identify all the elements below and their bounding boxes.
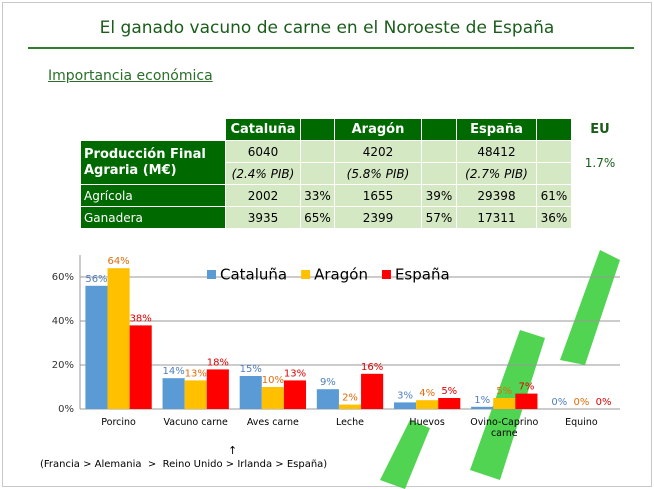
- bar: [493, 398, 516, 409]
- bar: [129, 325, 152, 409]
- value-label: 5%: [496, 386, 512, 397]
- value-label: 5%: [441, 386, 457, 397]
- value-label: 64%: [107, 256, 129, 267]
- bar: [361, 373, 384, 409]
- bar: [471, 406, 494, 409]
- bar: [393, 402, 417, 409]
- cell: [536, 162, 572, 185]
- cell: [536, 140, 572, 163]
- value-label: 16%: [361, 362, 383, 373]
- cell: 4202: [334, 140, 422, 163]
- bar: [85, 285, 108, 409]
- cell: 3935: [225, 206, 301, 229]
- cell: 36%: [536, 206, 572, 229]
- bar: [416, 400, 439, 409]
- bar: [283, 380, 307, 409]
- bar: [261, 387, 284, 409]
- cell: 1.7%: [571, 140, 629, 185]
- legend-label: Aragón: [314, 266, 368, 284]
- bar: [107, 268, 130, 409]
- cell: Producción Final Agraria (M€): [80, 140, 226, 185]
- cell: Cataluña: [225, 118, 301, 141]
- cell: Agrícola: [80, 184, 226, 207]
- bar: [162, 378, 185, 409]
- bar: [184, 380, 207, 409]
- cell: 29398: [456, 184, 537, 207]
- y-tick-label: 40%: [52, 316, 74, 327]
- cell: EU: [571, 118, 629, 141]
- bar: [338, 404, 362, 409]
- cell: 1655: [334, 184, 422, 207]
- title: El ganado vacuno de carne en el Noroeste…: [99, 18, 555, 38]
- cell: [421, 118, 457, 141]
- bar: [515, 393, 538, 409]
- y-tick-label: 60%: [52, 272, 74, 283]
- cell: 2399: [334, 206, 422, 229]
- cell: Ganadera: [80, 206, 226, 229]
- x-tick-label: Aves carne: [246, 417, 299, 428]
- x-tick-label: Leche: [335, 417, 365, 428]
- cell: (2.4% PIB): [225, 162, 301, 185]
- bar: [316, 389, 339, 409]
- footnote-arrow: ↑: [228, 444, 238, 457]
- value-label: 0%: [596, 397, 612, 408]
- cell: 17311: [456, 206, 537, 229]
- x-tick-label: Ovino-Caprino carne: [470, 417, 539, 439]
- value-label: 7%: [518, 382, 534, 393]
- x-tick-label: Huevos: [409, 417, 445, 428]
- value-label: 13%: [185, 368, 207, 379]
- value-label: 14%: [162, 366, 184, 377]
- value-label: 13%: [284, 368, 306, 379]
- value-label: 9%: [320, 377, 336, 388]
- legend-label: Cataluña: [220, 266, 287, 284]
- bar: [206, 369, 229, 409]
- cell: España: [456, 118, 537, 141]
- legend-swatch: [301, 270, 311, 279]
- cell: 61%: [536, 184, 572, 207]
- x-tick-label: Porcino: [101, 417, 136, 428]
- value-label: 2%: [342, 393, 358, 404]
- cell: 2002: [225, 184, 301, 207]
- value-label: 3%: [397, 390, 413, 401]
- subtitle: Importancia económica: [48, 68, 213, 84]
- bar: [239, 376, 262, 409]
- cell: [421, 140, 457, 163]
- watermark: [560, 250, 620, 365]
- watermark: [380, 420, 430, 489]
- value-label: 15%: [240, 364, 262, 375]
- x-tick-label: Equino: [565, 417, 598, 428]
- cell: 48412: [456, 140, 537, 163]
- title-rule: [28, 47, 634, 49]
- value-label: 4%: [419, 388, 435, 399]
- bar: [438, 398, 461, 409]
- value-label: 18%: [207, 357, 229, 368]
- legend-swatch: [381, 270, 391, 279]
- value-label: 1%: [474, 395, 490, 406]
- table: Cataluña Aragón España EU Producción Fin…: [80, 118, 629, 229]
- value-label: 0%: [551, 397, 567, 408]
- legend-swatch: [207, 270, 216, 279]
- value-label: 38%: [130, 313, 152, 324]
- legend-label: España: [395, 266, 450, 284]
- value-label: 10%: [262, 375, 284, 386]
- footnote: (Francia > Alemania > Reino Unido > Irla…: [40, 459, 328, 470]
- value-label: 56%: [85, 274, 107, 285]
- x-tick-label: Vacuno carne: [163, 417, 228, 428]
- cell: 57%: [421, 206, 457, 229]
- value-label: 0%: [573, 397, 589, 408]
- y-tick-label: 0%: [58, 404, 74, 415]
- cell: 39%: [421, 184, 457, 207]
- y-tick-label: 20%: [52, 360, 74, 371]
- cell: 6040: [225, 140, 301, 163]
